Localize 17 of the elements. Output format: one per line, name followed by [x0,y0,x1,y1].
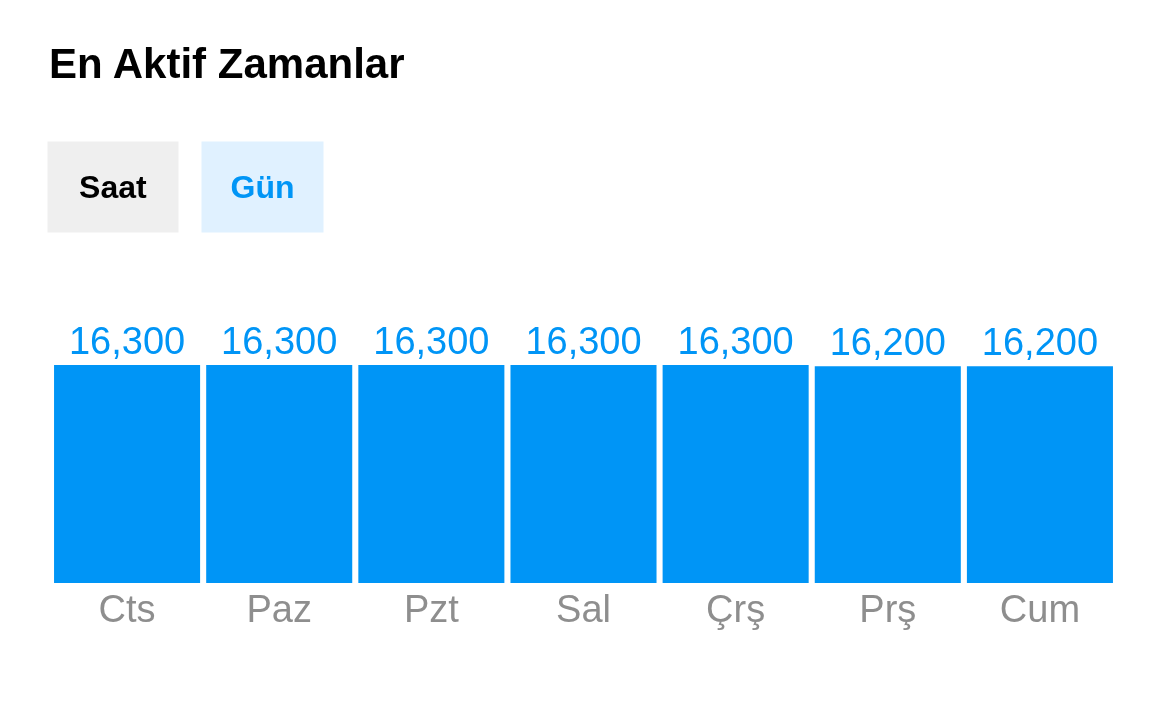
x-tick-label: Paz [246,588,312,630]
text: Gün [230,169,295,205]
x-tick-label: Cts [98,588,156,630]
data-label: 16,200 [981,321,1099,364]
data-label: 16,300 [221,319,338,362]
text: Saat [79,169,147,205]
chart-title: En Aktif Zamanlar [49,39,405,87]
data-label: 16,200 [829,321,946,364]
data-label: 16,300 [525,319,642,362]
data-label: 16,300 [68,319,186,362]
data-label: 16,300 [677,319,794,362]
x-tick-label: Sal [556,588,611,630]
x-tick-label: Cum [999,588,1081,630]
x-tick-label: Pzt [403,588,460,630]
data-label: 16,300 [373,319,490,362]
x-tick-label: Prş [859,588,917,630]
x-tick-label: Çrş [706,588,766,630]
